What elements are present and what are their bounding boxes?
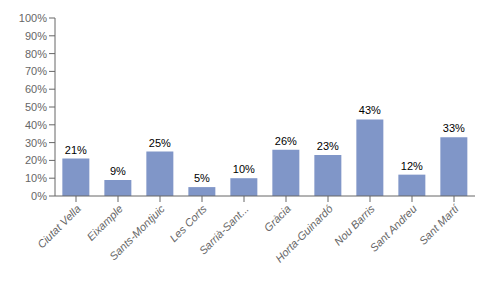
svg-text:80%: 80% (25, 48, 47, 60)
svg-text:Eixample: Eixample (84, 202, 124, 242)
svg-text:30%: 30% (25, 137, 47, 149)
svg-text:90%: 90% (25, 30, 47, 42)
svg-text:26%: 26% (275, 135, 297, 147)
svg-text:50%: 50% (25, 101, 47, 113)
svg-text:9%: 9% (110, 165, 126, 177)
svg-text:40%: 40% (25, 119, 47, 131)
svg-text:20%: 20% (25, 154, 47, 166)
svg-text:10%: 10% (233, 163, 255, 175)
svg-text:Les Corts: Les Corts (167, 202, 209, 244)
svg-text:Sarrià-Sant...: Sarrià-Sant... (197, 202, 251, 256)
svg-text:60%: 60% (25, 83, 47, 95)
svg-text:12%: 12% (401, 160, 423, 172)
svg-text:23%: 23% (317, 140, 339, 152)
svg-text:5%: 5% (194, 172, 210, 184)
svg-text:Horta-Guinardó: Horta-Guinardó (273, 202, 335, 264)
svg-text:33%: 33% (443, 122, 465, 134)
svg-text:25%: 25% (149, 137, 171, 149)
svg-text:43%: 43% (359, 104, 381, 116)
svg-text:100%: 100% (19, 12, 47, 24)
svg-text:0%: 0% (31, 190, 47, 202)
svg-text:Sant Martí: Sant Martí (417, 202, 462, 247)
svg-text:Nou Barris: Nou Barris (332, 202, 378, 248)
svg-text:70%: 70% (25, 65, 47, 77)
svg-text:Sant Andreu: Sant Andreu (367, 202, 418, 253)
svg-text:Gràcia: Gràcia (262, 202, 293, 233)
svg-text:21%: 21% (65, 144, 87, 156)
svg-text:Sants-Montjuic: Sants-Montjuic (107, 202, 167, 262)
svg-text:10%: 10% (25, 172, 47, 184)
svg-text:Ciutat Vella: Ciutat Vella (35, 202, 83, 250)
